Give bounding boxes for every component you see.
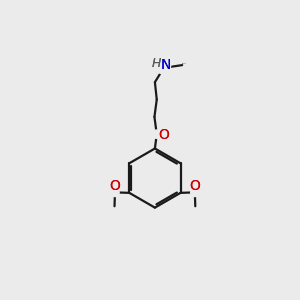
Text: O: O (189, 179, 200, 193)
Text: H: H (152, 57, 161, 70)
Text: O: O (110, 179, 120, 193)
Circle shape (153, 130, 161, 138)
Circle shape (111, 188, 119, 196)
Text: O: O (158, 128, 169, 142)
Text: O: O (110, 179, 120, 193)
Text: O: O (158, 128, 169, 142)
Text: N: N (160, 58, 171, 72)
Circle shape (154, 58, 171, 74)
Text: N: N (160, 58, 171, 72)
Circle shape (191, 188, 199, 196)
Text: methyl: methyl (182, 63, 186, 64)
Text: O: O (189, 179, 200, 193)
Text: H: H (152, 57, 161, 70)
